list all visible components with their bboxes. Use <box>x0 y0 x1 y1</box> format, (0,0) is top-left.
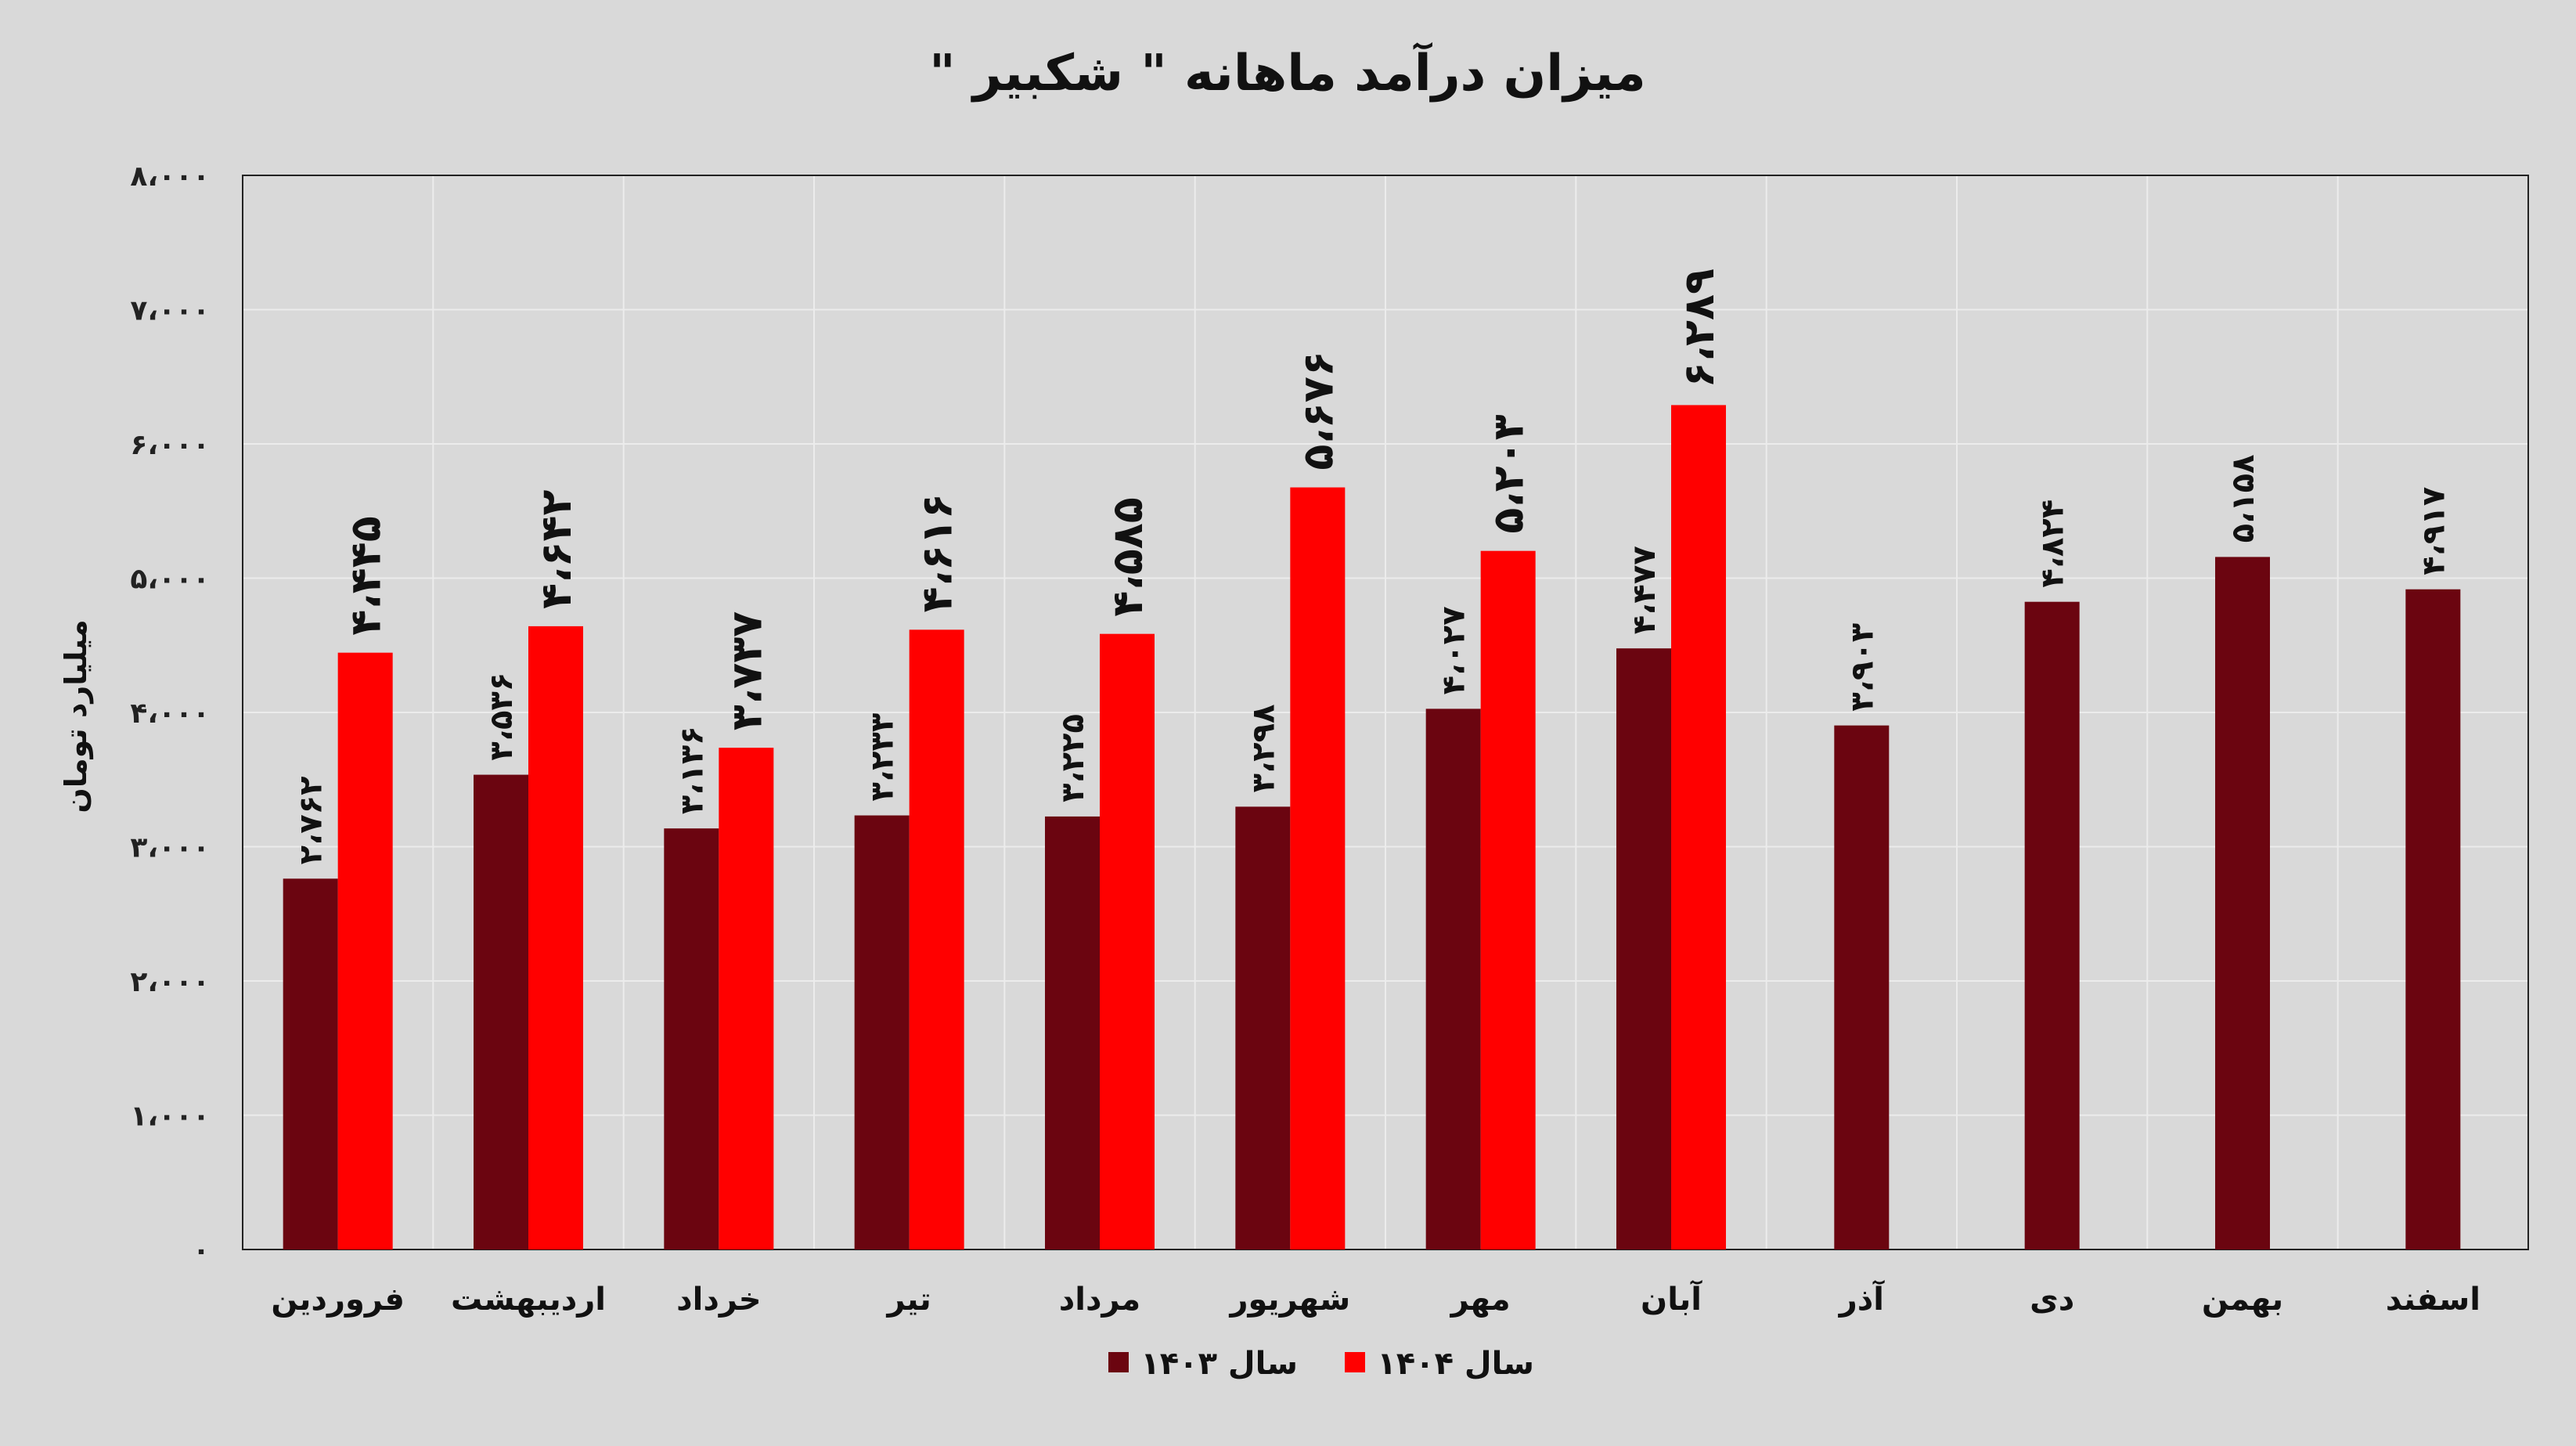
x-tick-label: مهر <box>1450 1282 1511 1318</box>
bar-1403 <box>1045 816 1100 1249</box>
bar-1404 <box>1671 405 1726 1249</box>
x-tick-label: اردیبهشت <box>451 1282 606 1318</box>
bar-1403 <box>1235 806 1291 1249</box>
bar-1403 <box>1834 725 1890 1249</box>
y-tick-label: ۸،۰۰۰ <box>130 160 210 193</box>
x-tick-label: دی <box>2030 1282 2074 1318</box>
data-label-1404: ۴،۶۱۶ <box>913 493 962 612</box>
bar-1404 <box>528 626 583 1249</box>
bar-1404 <box>1100 633 1155 1249</box>
legend-label: سال ۱۴۰۴ <box>1377 1346 1534 1382</box>
data-label-1403: ۳،۲۲۵ <box>1055 714 1091 802</box>
data-label-1404: ۴،۵۸۵ <box>1103 497 1152 616</box>
x-tick-label: اسفند <box>2386 1282 2481 1318</box>
bar-1404 <box>909 629 964 1249</box>
data-label-1403: ۲،۷۶۲ <box>294 776 330 864</box>
data-label-1403: ۳،۵۳۶ <box>484 673 520 761</box>
y-tick-label: ۰ <box>193 1235 210 1267</box>
y-tick-label: ۶،۰۰۰ <box>130 429 210 461</box>
bar-1403 <box>854 815 910 1249</box>
legend: سال ۱۴۰۴ سال ۱۴۰۳ <box>1108 1346 1534 1382</box>
chart-title: میزان درآمد ماهانه " شکبیر " <box>929 41 1646 103</box>
data-label-1403: ۳،۲۳۳ <box>865 713 901 802</box>
y-tick-label: ۷،۰۰۰ <box>130 295 210 327</box>
bars <box>283 405 2461 1249</box>
data-label-1403: ۳،۹۰۳ <box>1844 623 1880 712</box>
grid-lines <box>243 175 2528 1250</box>
data-label-1404: ۴،۴۴۵ <box>341 516 391 635</box>
legend-swatch <box>1108 1352 1129 1372</box>
bar-1403 <box>2024 601 2080 1249</box>
x-tick-label: مرداد <box>1059 1282 1140 1318</box>
bar-1403 <box>283 878 338 1249</box>
data-label-1403: ۴،۰۲۷ <box>1436 607 1472 695</box>
y-tick-label: ۴،۰۰۰ <box>130 698 210 730</box>
data-label-1403: ۳،۲۹۸ <box>1245 705 1281 793</box>
y-axis-label: میلیارد تومان <box>59 619 93 813</box>
legend-label: سال ۱۴۰۳ <box>1140 1346 1298 1382</box>
y-tick-label: ۱،۰۰۰ <box>130 1101 210 1133</box>
bar-1404 <box>1480 550 1536 1249</box>
x-tick-label: خرداد <box>676 1282 761 1318</box>
data-label-1404: ۴،۶۴۲ <box>531 490 581 609</box>
bar-1403 <box>2215 557 2270 1249</box>
data-label-1403: ۳،۱۳۶ <box>674 726 710 814</box>
data-label-1404: ۵،۶۷۶ <box>1293 351 1342 470</box>
bar-1404 <box>1290 487 1346 1249</box>
x-tick-label: آبان <box>1641 1279 1702 1318</box>
data-label-1403: ۴،۴۷۷ <box>1627 546 1663 634</box>
data-label-1403: ۵،۱۵۸ <box>2225 455 2261 543</box>
data-label-1403: ۴،۹۱۷ <box>2416 487 2452 575</box>
axes: ۰ ۱،۰۰۰ ۲،۰۰۰ ۳،۰۰۰ ۴،۰۰۰ ۵،۰۰۰ ۶،۰۰۰ ۷،۰۰۰ ۸،۰۰… <box>130 160 2529 1318</box>
legend-swatch <box>1345 1352 1365 1372</box>
x-tick-label: بهمن <box>2202 1282 2283 1318</box>
x-tick-label: تیر <box>886 1282 931 1318</box>
y-tick-label: ۳،۰۰۰ <box>130 832 210 864</box>
data-label-1404: ۳،۷۳۷ <box>722 611 771 730</box>
data-label-1404: ۵،۲۰۳ <box>1484 414 1533 533</box>
x-tick-label: آذر <box>1838 1279 1886 1318</box>
bar-1403 <box>1425 709 1481 1249</box>
bar-1403 <box>664 828 719 1249</box>
bar-1404 <box>719 748 774 1249</box>
data-label-1403: ۴،۸۲۴ <box>2035 499 2071 588</box>
data-labels: ۲،۷۶۲ ۴،۴۴۵ ۳،۵۳۶ ۴،۶۴۲ ۳،۱۳۶ ۳،۷۳۷ ۳،۲۳۳ ۴،۶۱۶… <box>294 269 2452 864</box>
plot-area-border <box>242 175 2529 1250</box>
bar-1403 <box>2405 589 2461 1249</box>
bar-1403 <box>1616 648 1671 1249</box>
x-tick-label: فروردین <box>271 1282 405 1318</box>
x-tick-label: شهریور <box>1228 1282 1350 1318</box>
bar-1403 <box>474 774 528 1249</box>
bar-1404 <box>337 652 393 1249</box>
y-tick-label: ۲،۰۰۰ <box>130 966 210 998</box>
y-tick-label: ۵،۰۰۰ <box>130 564 210 596</box>
data-label-1404: ۶،۲۸۹ <box>1674 269 1724 388</box>
